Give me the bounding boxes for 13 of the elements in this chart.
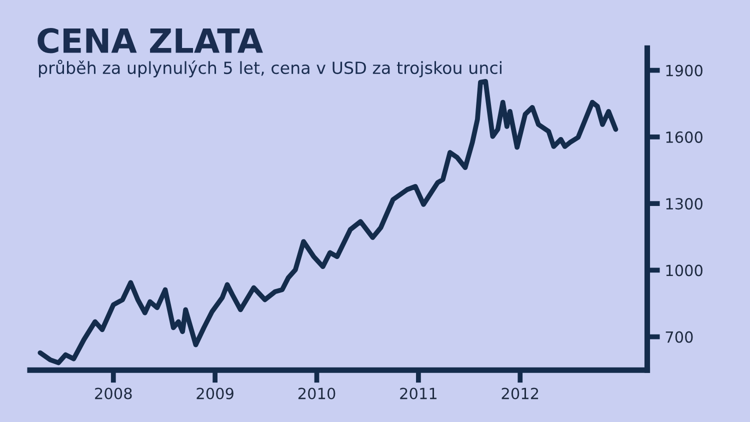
x-tick-label: 2012 [502, 388, 538, 400]
x-tick-label: 2010 [298, 388, 336, 400]
y-tick-label: 700 [666, 331, 693, 343]
x-tick-label: 2009 [196, 388, 234, 400]
text: průběh za uplynulých 5 let, cena v USD za trojskou unci [39, 60, 502, 78]
y-tick-label: 1600 [666, 131, 702, 143]
x-tick-label: 2008 [95, 388, 132, 400]
chart-title: CENA ZLATA [38, 28, 263, 54]
y-tick-label: 1000 [666, 264, 702, 276]
y-tick-label: 1300 [666, 198, 702, 210]
line-series [38, 78, 618, 366]
x-tick-label: 2011 [400, 388, 436, 400]
y-tick-label: 1900 [666, 64, 702, 76]
